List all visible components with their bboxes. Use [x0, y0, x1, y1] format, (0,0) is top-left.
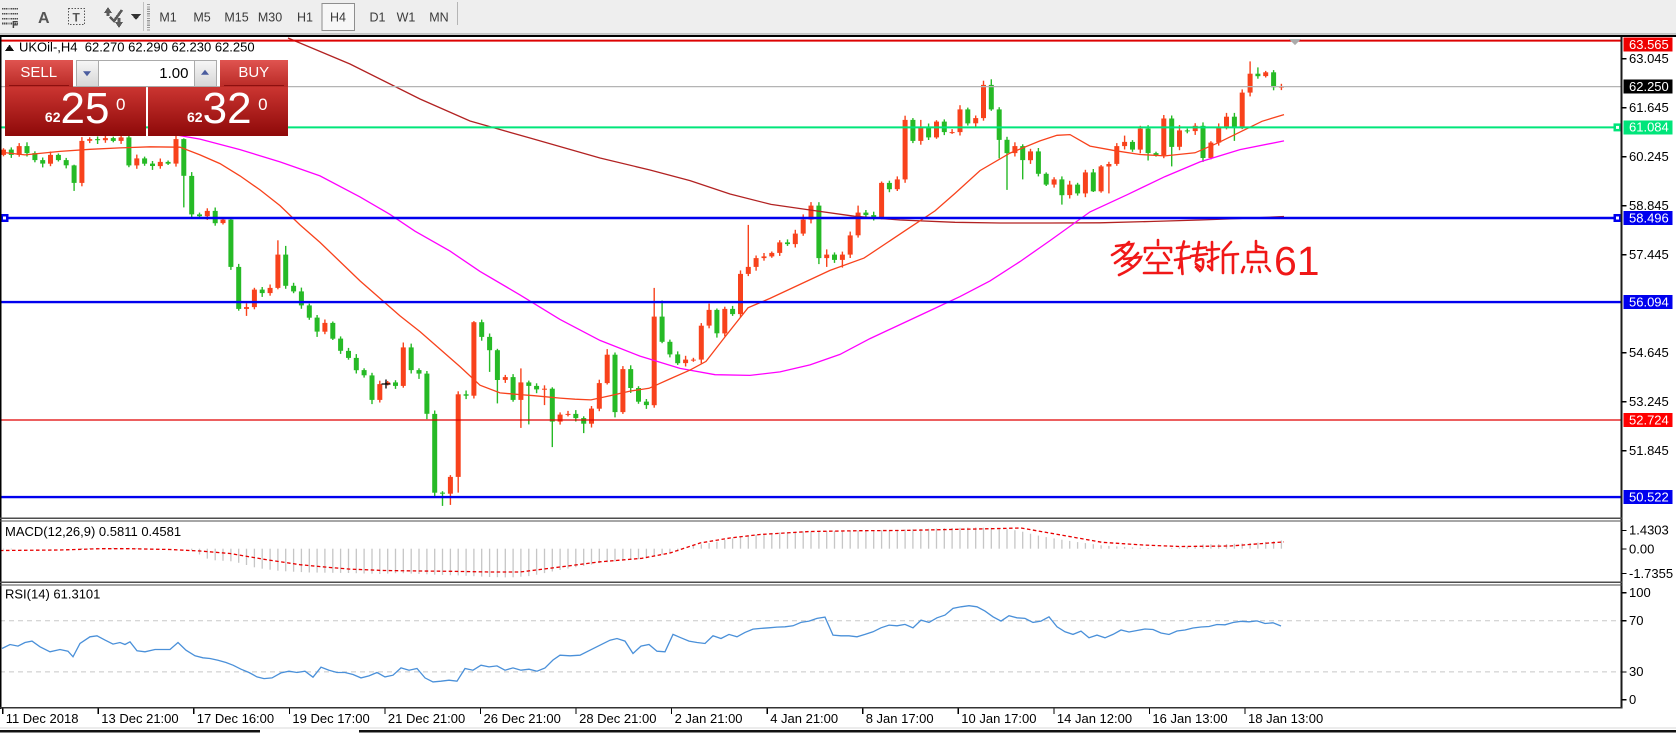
svg-text:62.250: 62.250	[1629, 79, 1669, 94]
svg-text:14 Jan 12:00: 14 Jan 12:00	[1057, 711, 1132, 726]
svg-text:0.00: 0.00	[1629, 541, 1654, 556]
svg-text:M15: M15	[224, 11, 248, 25]
svg-text:2 Jan 21:00: 2 Jan 21:00	[675, 711, 743, 726]
svg-text:MN: MN	[429, 11, 448, 25]
svg-text:-1.7355: -1.7355	[1629, 566, 1673, 581]
svg-text:26 Dec 21:00: 26 Dec 21:00	[484, 711, 561, 726]
svg-text:53.245: 53.245	[1629, 394, 1669, 409]
svg-text:61.084: 61.084	[1629, 120, 1669, 135]
svg-text:30: 30	[1629, 664, 1643, 679]
svg-text:63.045: 63.045	[1629, 51, 1669, 66]
svg-text:D1: D1	[370, 11, 386, 25]
svg-text:8 Jan 17:00: 8 Jan 17:00	[866, 711, 934, 726]
svg-text:F: F	[12, 20, 18, 31]
svg-text:M5: M5	[193, 11, 210, 25]
svg-text:4 Jan 21:00: 4 Jan 21:00	[770, 711, 838, 726]
svg-text:61.645: 61.645	[1629, 100, 1669, 115]
svg-text:52.724: 52.724	[1629, 412, 1669, 427]
svg-text:W1: W1	[397, 11, 416, 25]
svg-text:16 Jan 13:00: 16 Jan 13:00	[1152, 711, 1227, 726]
svg-text:MACD(12,26,9) 0.5811 0.4581: MACD(12,26,9) 0.5811 0.4581	[5, 524, 181, 539]
svg-text:H4: H4	[330, 11, 346, 25]
svg-text:H1: H1	[297, 11, 313, 25]
svg-text:56.094: 56.094	[1629, 294, 1669, 309]
svg-text:13 Dec 21:00: 13 Dec 21:00	[101, 711, 178, 726]
svg-text:11 Dec 2018: 11 Dec 2018	[6, 711, 79, 726]
svg-text:50.522: 50.522	[1629, 489, 1669, 504]
svg-text:21 Dec 21:00: 21 Dec 21:00	[388, 711, 465, 726]
svg-text:61: 61	[1274, 238, 1320, 284]
svg-text:0: 0	[1629, 692, 1636, 707]
svg-text:17 Dec 16:00: 17 Dec 16:00	[197, 711, 274, 726]
svg-text:RSI(14) 61.3101: RSI(14) 61.3101	[5, 587, 100, 602]
svg-text:1.4303: 1.4303	[1629, 523, 1669, 538]
svg-text:28 Dec 21:00: 28 Dec 21:00	[579, 711, 656, 726]
svg-text:T: T	[73, 11, 81, 25]
svg-text:M1: M1	[159, 11, 176, 25]
svg-text:70: 70	[1629, 613, 1643, 628]
svg-text:18 Jan 13:00: 18 Jan 13:00	[1248, 711, 1323, 726]
svg-text:19 Dec 17:00: 19 Dec 17:00	[292, 711, 369, 726]
svg-text:60.245: 60.245	[1629, 149, 1669, 164]
svg-text:51.845: 51.845	[1629, 443, 1669, 458]
svg-text:54.645: 54.645	[1629, 345, 1669, 360]
svg-text:58.845: 58.845	[1629, 198, 1669, 213]
svg-text:UKOil-,H4 62.270 62.290 62.23: UKOil-,H4 62.270 62.290 62.230 62.250	[19, 40, 255, 55]
svg-text:100: 100	[1629, 585, 1651, 600]
svg-text:M30: M30	[258, 11, 282, 25]
svg-text:58.496: 58.496	[1629, 210, 1669, 225]
svg-text:A: A	[38, 10, 50, 27]
svg-text:57.445: 57.445	[1629, 247, 1669, 262]
svg-text:63.565: 63.565	[1629, 37, 1669, 52]
svg-text:10 Jan 17:00: 10 Jan 17:00	[961, 711, 1036, 726]
